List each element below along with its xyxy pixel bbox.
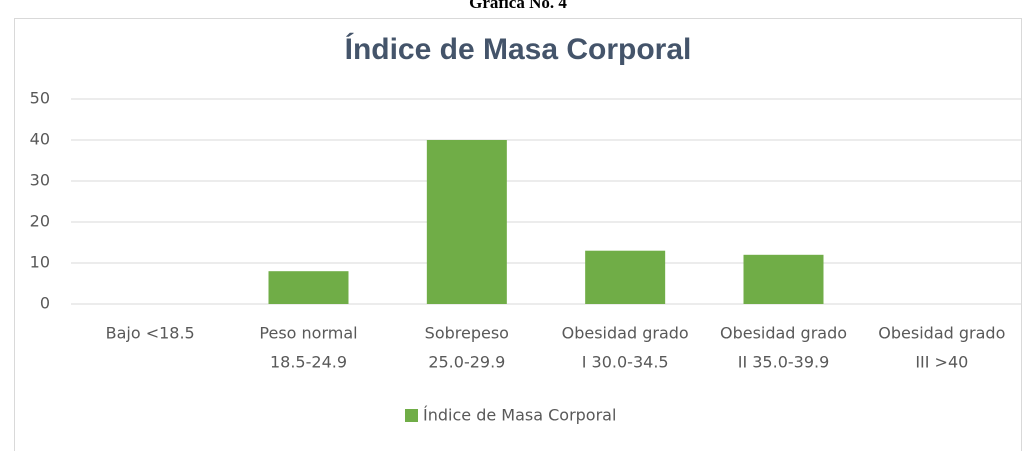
x-tick-label: Obesidad grado [720,324,847,343]
y-tick-label: 50 [30,89,50,108]
bar [585,250,666,304]
x-tick-label: Bajo <18.5 [106,324,195,343]
x-tick-label: Obesidad grado [878,324,1005,343]
page-header: Gráfica No. 4 [469,0,567,12]
y-tick-label: 20 [30,212,50,231]
x-tick-label: Sobrepeso [425,324,509,343]
x-tick-label: Obesidad grado [562,324,689,343]
y-tick-label: 0 [40,294,50,313]
chart-title: Índice de Masa Corporal [345,32,692,66]
x-tick-label: 25.0-29.9 [428,353,505,372]
y-tick-label: 40 [30,130,50,149]
x-tick-label: III >40 [915,353,968,372]
x-tick-label: I 30.0-34.5 [582,353,669,372]
bar [426,140,507,304]
y-tick-label: 30 [30,171,50,190]
bar [268,271,349,304]
x-tick-label: Peso normal [259,324,357,343]
legend-swatch [405,409,418,422]
legend-label: Índice de Masa Corporal [423,406,616,425]
chart-frame [14,18,1022,451]
x-tick-label: 18.5-24.9 [270,353,347,372]
y-tick-label: 10 [30,253,50,272]
x-tick-label: II 35.0-39.9 [738,353,830,372]
bar [743,254,824,304]
